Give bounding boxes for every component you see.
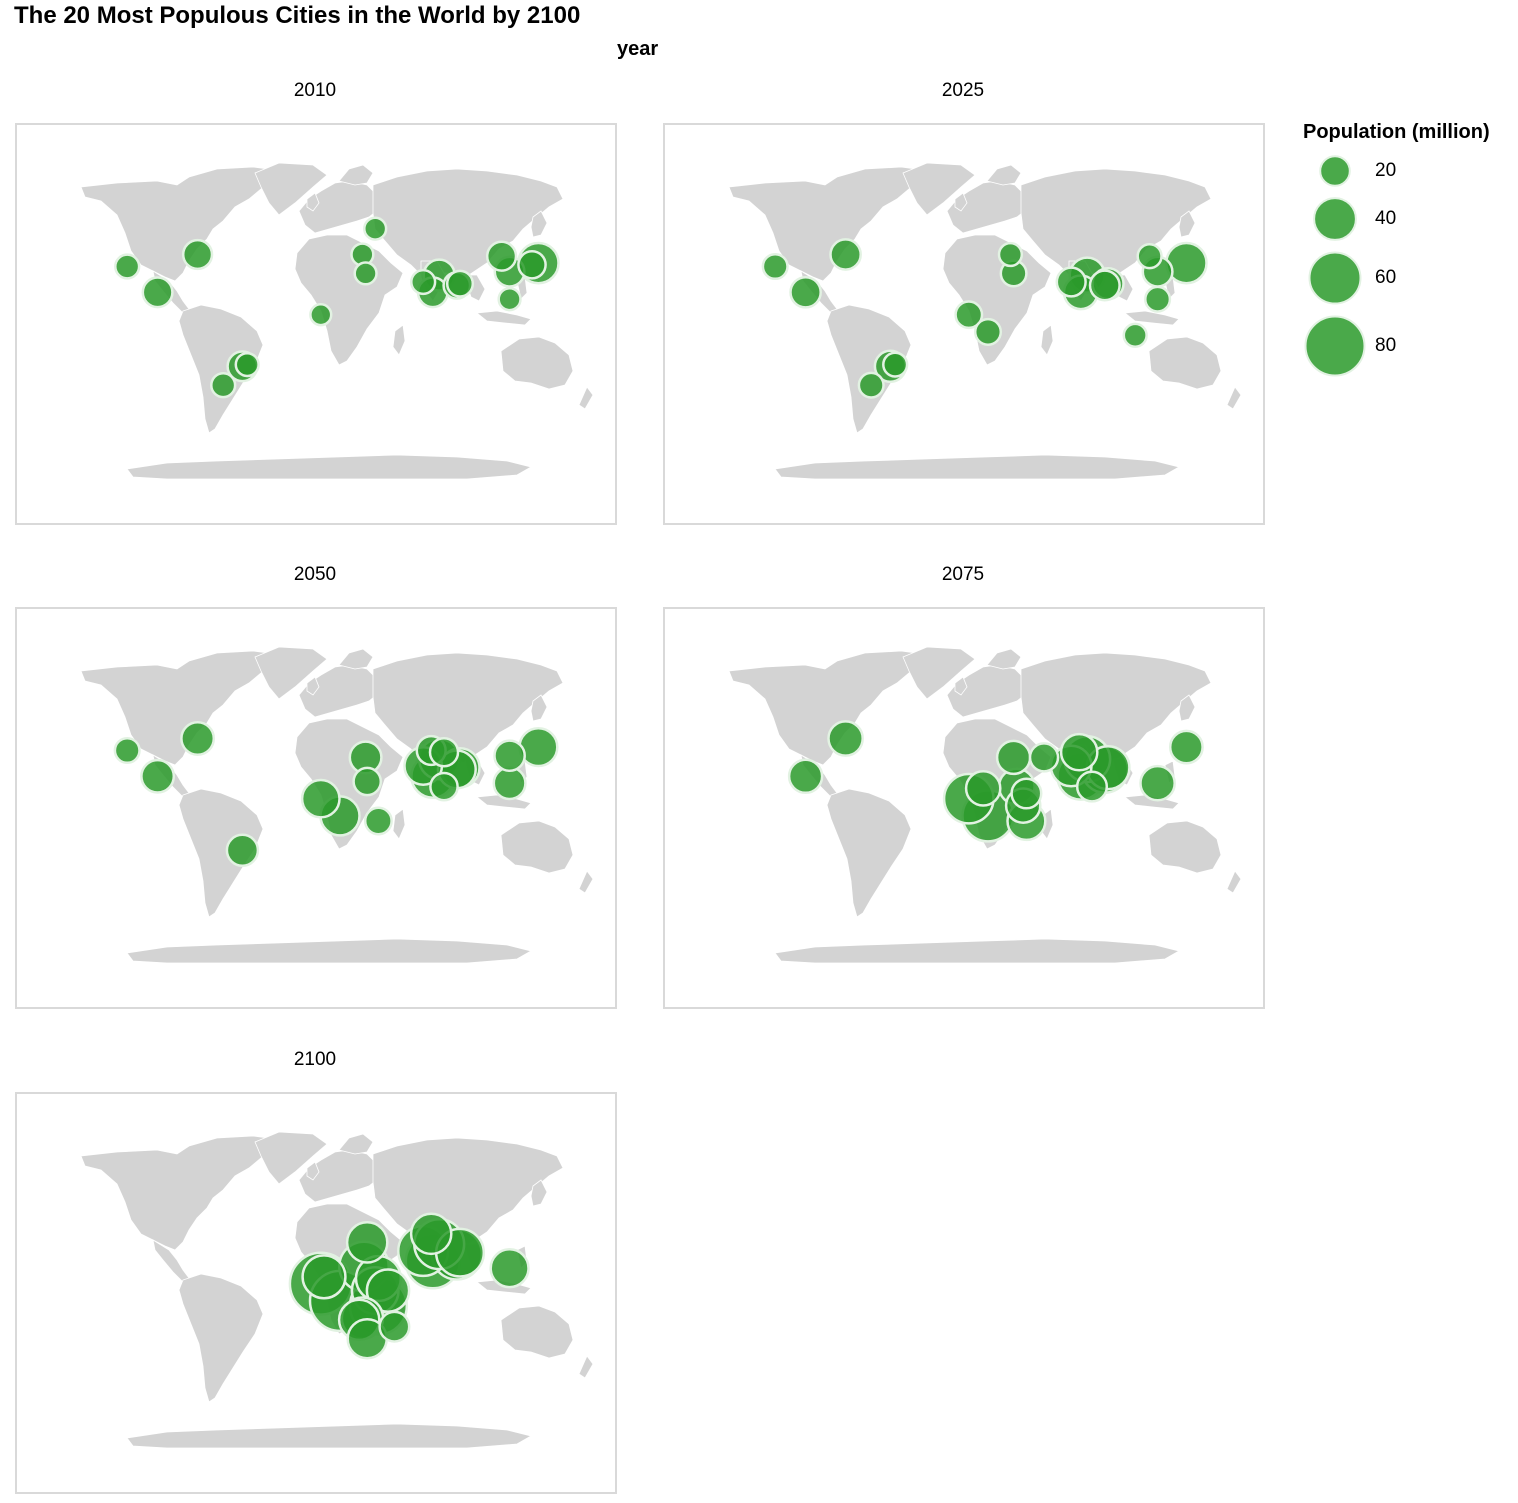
legend-label-60: 60	[1375, 267, 1397, 288]
city-bubble	[857, 371, 885, 399]
city-bubble	[234, 351, 260, 378]
legend-circle-80	[1304, 315, 1366, 377]
city-bubble	[428, 736, 460, 768]
city-bubble	[997, 241, 1024, 268]
city-bubble	[995, 739, 1032, 776]
map-panel-2010	[15, 123, 617, 525]
city-bubble	[789, 275, 822, 309]
city-bubble	[114, 253, 141, 280]
city-bubble	[827, 720, 864, 757]
city-bubble	[1139, 764, 1176, 802]
city-bubble	[113, 736, 141, 765]
city-bubble	[409, 1212, 453, 1256]
city-bubble	[1010, 777, 1043, 810]
city-bubble	[1059, 732, 1099, 772]
city-bubble	[410, 268, 437, 296]
city-bubble	[1168, 729, 1204, 765]
city-bubble	[787, 758, 824, 795]
city-bubble	[1122, 322, 1148, 348]
city-bubble	[1075, 770, 1109, 803]
city-bubble	[180, 721, 216, 756]
city-bubble	[954, 300, 984, 330]
city-bubble	[882, 351, 909, 378]
legend-label-40: 40	[1375, 208, 1397, 229]
world-map-2010	[80, 162, 594, 480]
world-map-2025	[728, 162, 1242, 480]
city-bubble	[363, 216, 388, 241]
facet-strip-title: year	[617, 38, 659, 60]
city-bubble	[1144, 285, 1172, 313]
city-bubble	[181, 238, 214, 271]
city-bubble	[1055, 266, 1087, 298]
panel-label-2075: 2075	[941, 564, 985, 585]
city-bubble	[363, 806, 393, 836]
legend-title: Population (million)	[1303, 121, 1490, 143]
city-bubble	[429, 771, 459, 802]
city-bubble	[1028, 742, 1060, 773]
city-bubble	[973, 317, 1003, 346]
map-panel-2075	[663, 607, 1265, 1009]
panel-label-2025: 2025	[941, 80, 985, 101]
city-bubble	[352, 766, 383, 797]
city-bubble	[1088, 269, 1121, 302]
city-bubble	[829, 238, 862, 271]
legend-circle-40	[1313, 197, 1357, 241]
chart-title: The 20 Most Populous Cities in the World…	[14, 2, 581, 29]
land-masses	[80, 162, 594, 480]
city-bubble	[225, 833, 260, 868]
city-bubble	[301, 1254, 347, 1300]
city-bubble	[345, 1221, 389, 1264]
world-map-2075	[728, 646, 1242, 964]
panel-label-2050: 2050	[293, 564, 337, 585]
city-bubble	[210, 372, 237, 399]
world-map-2050	[80, 646, 594, 964]
city-bubble	[497, 287, 522, 312]
world-map-2100	[80, 1131, 594, 1449]
city-bubble	[1136, 243, 1163, 270]
city-bubble	[378, 1310, 411, 1343]
city-bubble	[485, 240, 518, 272]
city-bubble	[493, 739, 526, 773]
map-panel-2050	[15, 607, 617, 1009]
city-bubble	[492, 766, 527, 801]
panel-label-2010: 2010	[293, 80, 337, 101]
legend-circle-20	[1319, 155, 1351, 187]
legend-label-80: 80	[1375, 335, 1397, 356]
city-bubble	[365, 1268, 411, 1313]
size-legend: Population (million) 20 40 60 80	[1300, 118, 1518, 398]
city-bubble	[964, 770, 1002, 807]
legend-symbols	[1304, 155, 1366, 377]
legend-circle-60	[1308, 251, 1362, 305]
legend-label-20: 20	[1375, 160, 1397, 181]
city-bubble	[300, 778, 341, 819]
city-bubble	[353, 261, 378, 286]
map-panel-2025	[663, 123, 1265, 525]
map-panel-2100	[15, 1092, 617, 1494]
city-bubble	[489, 1248, 530, 1289]
city-bubble	[309, 303, 333, 327]
city-bubble	[445, 269, 475, 298]
panel-label-2100: 2100	[293, 1049, 337, 1070]
city-bubble	[761, 252, 789, 281]
city-bubble	[140, 758, 176, 794]
city-bubble	[141, 276, 174, 309]
city-bubble	[517, 249, 547, 280]
